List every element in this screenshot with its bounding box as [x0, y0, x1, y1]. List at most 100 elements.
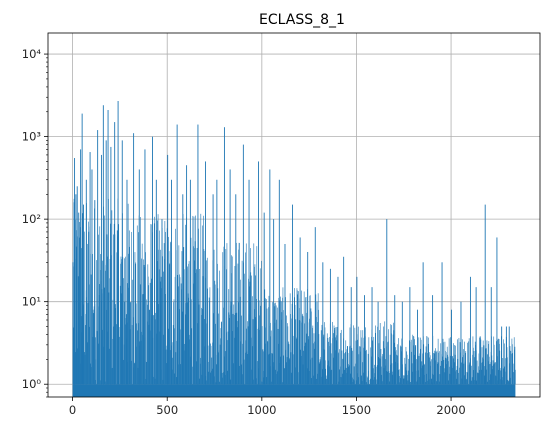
histogram-bar: [449, 337, 451, 385]
histogram-bar-spike: [235, 194, 237, 385]
histogram-bar: [188, 263, 190, 385]
histogram-bar: [116, 230, 118, 385]
histogram-bar: [377, 326, 378, 385]
histogram-bar: [514, 346, 516, 385]
histogram-bar-spike: [176, 124, 178, 385]
histogram-bar: [471, 377, 473, 385]
histogram-bar: [92, 253, 93, 385]
histogram-bar: [207, 288, 208, 385]
histogram-bar: [462, 339, 464, 385]
y-tick-label: 10⁴: [22, 47, 42, 61]
histogram-bar: [297, 290, 298, 385]
histogram-bar: [242, 374, 244, 385]
histogram-bar: [214, 280, 216, 385]
histogram-bar: [355, 340, 357, 385]
histogram-bar: [421, 368, 422, 385]
histogram-bar: [290, 313, 291, 385]
histogram-bar-spike: [107, 110, 109, 385]
histogram-bar: [303, 350, 304, 385]
histogram-bar: [465, 352, 466, 385]
histogram-bar: [434, 350, 435, 385]
histogram-bar: [463, 349, 464, 385]
histogram-bar: [404, 378, 405, 385]
histogram-bar: [259, 268, 261, 385]
histogram-bar: [72, 327, 74, 385]
histogram-bar: [168, 251, 170, 385]
histogram-bar: [172, 369, 173, 385]
histogram-bar-spike: [242, 144, 244, 385]
histogram-bar: [397, 363, 399, 385]
histogram-bar: [158, 269, 160, 385]
histogram-bar: [150, 224, 152, 385]
histogram-bar: [328, 366, 330, 385]
histogram-bar: [155, 312, 156, 385]
histogram-bar: [420, 339, 422, 385]
histogram-bar: [261, 260, 262, 385]
histogram-bar: [503, 339, 504, 385]
histogram-bar: [316, 316, 317, 385]
histogram-bar: [387, 342, 388, 385]
histogram-bar: [428, 337, 429, 385]
histogram-bar: [500, 370, 502, 385]
histogram-bar: [473, 370, 474, 385]
histogram-bar-spike: [212, 194, 214, 385]
histogram-bar: [409, 340, 410, 385]
histogram-bar: [93, 313, 94, 385]
histogram-bar: [348, 363, 349, 385]
histogram-bar: [201, 307, 202, 385]
histogram-bar: [272, 302, 274, 385]
histogram-bar: [303, 316, 305, 385]
histogram-bar-spike: [171, 179, 172, 385]
histogram-bar: [150, 224, 152, 385]
histogram-bar: [368, 337, 370, 385]
histogram-bar: [280, 319, 282, 385]
histogram-bar: [366, 349, 367, 385]
histogram-bar-spike: [105, 140, 107, 385]
histogram-bar-spike: [91, 169, 93, 385]
x-tick-label: 2000: [436, 403, 465, 417]
histogram-bar: [353, 379, 355, 385]
histogram-bar: [399, 376, 400, 385]
histogram-bar: [327, 337, 329, 385]
histogram-bar: [177, 286, 179, 385]
histogram-bar: [406, 351, 408, 385]
histogram-bar: [266, 308, 268, 385]
histogram-bar: [323, 349, 324, 385]
histogram-bar: [258, 329, 260, 385]
histogram-bar: [93, 306, 95, 385]
histogram-bar: [183, 247, 184, 385]
histogram-bar: [181, 311, 183, 385]
histogram-bar-spike: [155, 179, 157, 385]
histogram-bar: [85, 314, 87, 385]
histogram-bar: [311, 311, 312, 385]
histogram-bar: [466, 379, 468, 385]
histogram-bar: [219, 381, 221, 385]
histogram-bar: [81, 316, 82, 385]
histogram-bar: [312, 327, 313, 385]
histogram-bar: [199, 378, 200, 385]
histogram-bar-spike: [307, 251, 309, 385]
histogram-bar-spike: [138, 169, 140, 385]
histogram-bar: [228, 289, 229, 385]
histogram-bar: [497, 356, 498, 385]
histogram-bar: [100, 380, 102, 385]
histogram-bar: [370, 347, 372, 385]
histogram-bar: [493, 336, 495, 385]
histogram-bar: [478, 366, 479, 385]
histogram-bar: [421, 365, 423, 385]
histogram-bar: [433, 353, 434, 385]
histogram-bar: [294, 304, 296, 385]
histogram-bar: [233, 363, 234, 385]
histogram-bar: [290, 352, 292, 385]
histogram-bar: [373, 373, 375, 385]
histogram-bar: [233, 304, 235, 385]
histogram-bar: [208, 361, 209, 385]
histogram-bar: [152, 376, 154, 385]
histogram-bar-spike: [451, 309, 452, 385]
histogram-bar: [236, 242, 237, 385]
histogram-bar: [324, 322, 325, 385]
histogram-bar: [211, 368, 213, 385]
histogram-bar: [428, 379, 430, 385]
histogram-bar-spike: [73, 202, 75, 385]
histogram-bar: [114, 308, 116, 385]
